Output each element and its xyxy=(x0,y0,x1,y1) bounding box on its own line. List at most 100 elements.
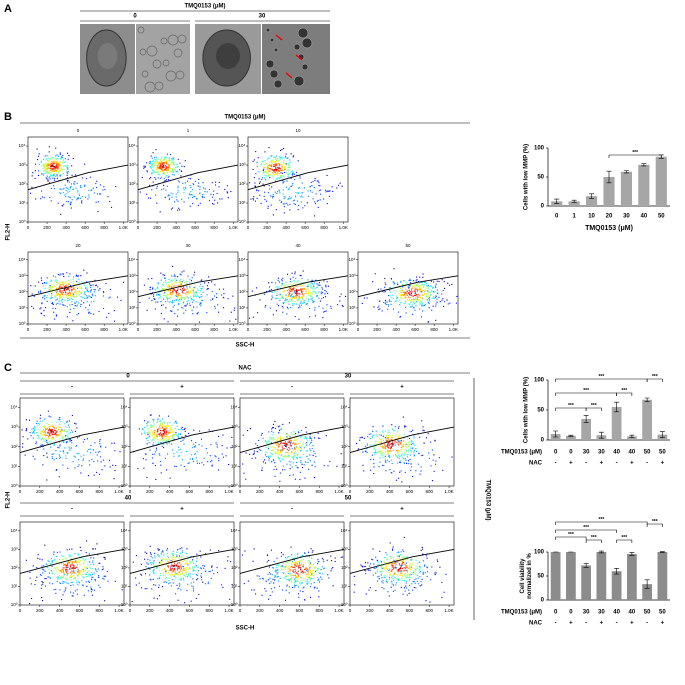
event-dot xyxy=(54,180,55,181)
event-dot xyxy=(62,189,63,190)
event-dot xyxy=(57,447,58,448)
event-dot xyxy=(277,167,278,168)
event-dot xyxy=(288,189,289,190)
event-dot xyxy=(76,199,77,200)
event-dot xyxy=(292,305,293,306)
event-dot xyxy=(432,449,433,450)
event-dot xyxy=(381,455,382,456)
event-dot xyxy=(163,295,164,296)
event-dot xyxy=(413,286,414,287)
event-dot xyxy=(292,173,293,174)
event-dot xyxy=(296,282,297,283)
event-dot xyxy=(66,578,67,579)
event-dot xyxy=(401,292,402,293)
y-tick-label: 10⁴ xyxy=(11,405,18,410)
event-dot xyxy=(264,177,265,178)
event-dot xyxy=(159,433,160,434)
event-dot xyxy=(167,424,168,425)
event-dot xyxy=(167,439,168,440)
event-dot xyxy=(169,199,170,200)
event-dot xyxy=(295,316,296,317)
event-dot xyxy=(401,447,402,448)
event-dot xyxy=(71,301,72,302)
event-dot xyxy=(69,297,70,298)
event-dot xyxy=(163,299,164,300)
event-dot xyxy=(177,316,178,317)
event-dot xyxy=(265,463,266,464)
event-dot xyxy=(36,567,37,568)
event-dot xyxy=(313,451,314,452)
event-dot xyxy=(77,594,78,595)
event-dot xyxy=(271,166,272,167)
event-dot xyxy=(288,163,289,164)
event-dot xyxy=(144,285,145,286)
event-dot xyxy=(405,472,406,473)
event-dot xyxy=(195,442,196,443)
event-dot xyxy=(223,307,224,308)
event-dot xyxy=(44,197,45,198)
event-dot xyxy=(67,564,68,565)
event-dot xyxy=(399,291,400,292)
event-dot xyxy=(320,194,321,195)
event-dot xyxy=(411,451,412,452)
event-dot xyxy=(178,297,179,298)
event-dot xyxy=(385,448,386,449)
event-dot xyxy=(174,466,175,467)
event-dot xyxy=(50,159,51,160)
event-dot xyxy=(409,431,410,432)
event-dot xyxy=(81,296,82,297)
y-tick-label: 10³ xyxy=(121,424,128,429)
event-dot xyxy=(429,458,430,459)
event-dot xyxy=(405,292,406,293)
event-dot xyxy=(301,284,302,285)
event-dot xyxy=(66,201,67,202)
event-dot xyxy=(49,165,50,166)
event-dot xyxy=(273,432,274,433)
event-dot xyxy=(43,432,44,433)
event-dot xyxy=(408,280,409,281)
x-tick-label: 800 xyxy=(95,489,103,494)
event-dot xyxy=(57,176,58,177)
event-dot xyxy=(168,160,169,161)
event-dot xyxy=(63,166,64,167)
event-dot xyxy=(433,454,434,455)
event-dot xyxy=(76,582,77,583)
event-dot xyxy=(152,439,153,440)
event-dot xyxy=(288,167,289,168)
event-dot xyxy=(173,453,174,454)
event-dot xyxy=(261,435,262,436)
event-dot xyxy=(285,197,286,198)
event-dot xyxy=(296,286,297,287)
event-dot xyxy=(71,573,72,574)
event-dot xyxy=(163,185,164,186)
event-dot xyxy=(70,585,71,586)
event-dot xyxy=(390,301,391,302)
event-dot xyxy=(314,187,315,188)
event-dot xyxy=(343,306,344,307)
event-dot xyxy=(42,297,43,298)
event-dot xyxy=(315,315,316,316)
event-dot xyxy=(34,426,35,427)
event-dot xyxy=(218,436,219,437)
event-dot xyxy=(66,571,67,572)
event-dot xyxy=(389,461,390,462)
event-dot xyxy=(60,292,61,293)
event-dot xyxy=(272,446,273,447)
event-dot xyxy=(397,291,398,292)
event-dot xyxy=(99,193,100,194)
event-dot xyxy=(36,441,37,442)
event-dot xyxy=(290,281,291,282)
event-dot xyxy=(297,298,298,299)
event-dot xyxy=(282,447,283,448)
event-dot xyxy=(207,288,208,289)
event-dot xyxy=(285,454,286,455)
y-tick-label: 10² xyxy=(129,181,136,186)
event-dot xyxy=(166,282,167,283)
event-dot xyxy=(177,290,178,291)
event-dot xyxy=(279,430,280,431)
event-dot xyxy=(31,583,32,584)
event-dot xyxy=(182,288,183,289)
event-dot xyxy=(375,273,376,274)
event-dot xyxy=(74,197,75,198)
event-dot xyxy=(313,285,314,286)
